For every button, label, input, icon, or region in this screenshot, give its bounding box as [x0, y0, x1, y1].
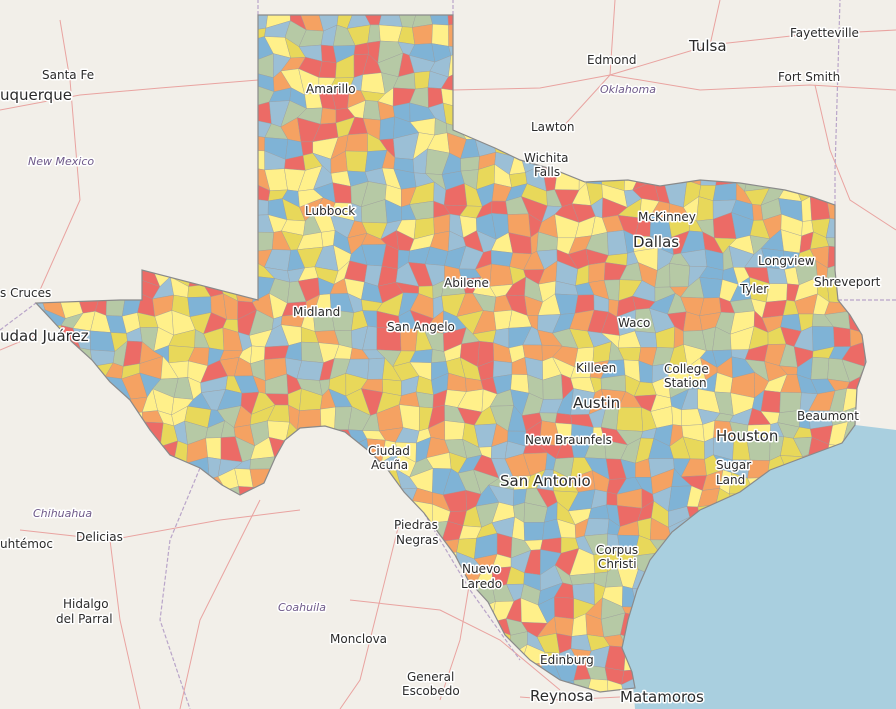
county-region[interactable] — [523, 522, 545, 541]
label-general-escobedo[interactable]: General — [406, 669, 456, 686]
label-killeen[interactable]: Killeen — [575, 360, 618, 377]
label-chihuahua: Chihuahua — [33, 507, 92, 520]
county-region[interactable] — [360, 72, 386, 95]
county-region[interactable] — [669, 263, 690, 288]
label-monclova[interactable]: Monclova — [329, 631, 389, 648]
county-region[interactable] — [433, 213, 451, 235]
label-college-station-2[interactable]: Station — [663, 375, 709, 392]
county-region[interactable] — [496, 533, 513, 559]
label-san-angelo[interactable]: San Angelo — [386, 319, 457, 336]
county-region[interactable] — [460, 156, 480, 172]
label-ciudad-juarez[interactable]: udad Juárez — [0, 326, 90, 347]
county-region[interactable] — [810, 357, 830, 380]
label-general-escobedo-2[interactable]: Escobedo — [401, 683, 462, 700]
label-lawton[interactable]: Lawton — [530, 119, 577, 136]
label-san-antonio[interactable]: San Antonio — [499, 471, 593, 492]
county-region[interactable] — [367, 357, 386, 380]
label-nuevo-laredo-2[interactable]: Laredo — [460, 576, 504, 593]
label-new-braunfels[interactable]: New Braunfels — [524, 432, 614, 449]
county-region[interactable] — [414, 70, 431, 90]
county-region[interactable] — [712, 182, 737, 201]
label-matamoros[interactable]: Matamoros — [619, 687, 706, 708]
county-region[interactable] — [766, 267, 788, 284]
label-piedras-negras[interactable]: Piedras — [393, 517, 440, 534]
label-amarillo[interactable]: Amarillo — [305, 81, 358, 98]
county-region[interactable] — [765, 283, 788, 303]
label-oklahoma: Oklahoma — [600, 83, 656, 96]
county-region[interactable] — [264, 345, 290, 360]
county-region[interactable] — [345, 150, 368, 173]
county-region[interactable] — [555, 412, 573, 425]
county-region[interactable] — [412, 23, 433, 45]
label-austin[interactable]: Austin — [572, 393, 622, 414]
label-wichita-falls[interactable]: Wichita — [523, 150, 571, 167]
county-region[interactable] — [760, 390, 781, 413]
label-las-cruces[interactable]: s Cruces — [0, 285, 53, 302]
label-piedras-negras-2[interactable]: Negras — [395, 532, 441, 549]
label-shreveport[interactable]: Shreveport — [813, 274, 883, 291]
label-corpus-christi-2[interactable]: Christi — [597, 556, 639, 573]
label-sugar-land[interactable]: Sugar — [715, 457, 753, 474]
county-region[interactable] — [588, 262, 606, 283]
label-abilene[interactable]: Abilene — [443, 275, 491, 292]
label-cuauhtemoc[interactable]: uhtémoc — [0, 536, 54, 553]
county-region[interactable] — [584, 518, 610, 537]
map-labels: Santa Fe uquerque New Mexico s Cruces ud… — [0, 25, 883, 708]
label-houston[interactable]: Houston — [715, 426, 780, 447]
county-region[interactable] — [696, 196, 714, 222]
county-region[interactable] — [801, 196, 812, 222]
label-santa-fe[interactable]: Santa Fe — [41, 67, 96, 84]
label-new-mexico: New Mexico — [28, 155, 94, 168]
county-region[interactable] — [321, 230, 336, 248]
county-region[interactable] — [318, 61, 337, 79]
label-nuevo-laredo[interactable]: Nuevo — [461, 561, 502, 578]
county-region[interactable] — [296, 360, 324, 381]
label-college-station[interactable]: College — [663, 361, 711, 378]
county-region[interactable] — [616, 407, 644, 432]
label-lubbock[interactable]: Lubbock — [304, 203, 357, 220]
county-region[interactable] — [345, 133, 368, 152]
label-mckinney[interactable]: McKinney — [637, 209, 698, 226]
label-fort-smith[interactable]: Fort Smith — [777, 69, 842, 86]
label-longview[interactable]: Longview — [757, 253, 817, 270]
label-ciudad-acuna[interactable]: Ciudad — [367, 443, 412, 460]
county-region[interactable] — [205, 437, 222, 460]
county-region[interactable] — [491, 200, 508, 215]
county-region[interactable] — [554, 596, 574, 620]
label-corpus-christi[interactable]: Corpus — [595, 542, 640, 559]
label-ciudad-acuna-2[interactable]: Acuña — [370, 457, 410, 474]
gulf-of-mexico — [622, 425, 896, 709]
county-region[interactable] — [379, 116, 395, 140]
label-midland[interactable]: Midland — [292, 304, 342, 321]
county-region[interactable] — [607, 679, 625, 697]
label-sugar-land-2[interactable]: Land — [715, 472, 747, 489]
county-region[interactable] — [606, 491, 618, 506]
label-edinburg[interactable]: Edinburg — [539, 652, 596, 669]
label-dallas[interactable]: Dallas — [632, 232, 681, 253]
label-reynosa[interactable]: Reynosa — [529, 686, 596, 707]
label-edmond[interactable]: Edmond — [586, 52, 638, 69]
label-delicias[interactable]: Delicias — [75, 529, 125, 546]
label-coahuila: Coahuila — [278, 601, 326, 614]
label-hidalgo-del-parral-2[interactable]: del Parral — [55, 611, 115, 628]
label-fayetteville[interactable]: Fayetteville — [789, 25, 861, 42]
county-region[interactable] — [444, 420, 466, 441]
label-tulsa[interactable]: Tulsa — [687, 36, 729, 57]
county-region[interactable] — [362, 100, 381, 121]
label-hidalgo-del-parral[interactable]: Hidalgo — [62, 596, 111, 613]
label-wichita-falls-2[interactable]: Falls — [533, 164, 562, 181]
county-region[interactable] — [431, 24, 449, 47]
label-beaumont[interactable]: Beaumont — [796, 408, 861, 425]
county-region[interactable] — [489, 263, 514, 287]
label-albuquerque[interactable]: uquerque — [0, 85, 73, 106]
county-region[interactable] — [491, 250, 514, 267]
county-region[interactable] — [320, 107, 337, 125]
label-tyler[interactable]: Tyler — [738, 281, 770, 298]
county-region[interactable] — [761, 300, 787, 319]
label-waco[interactable]: Waco — [617, 315, 652, 332]
county-region[interactable] — [833, 326, 851, 347]
